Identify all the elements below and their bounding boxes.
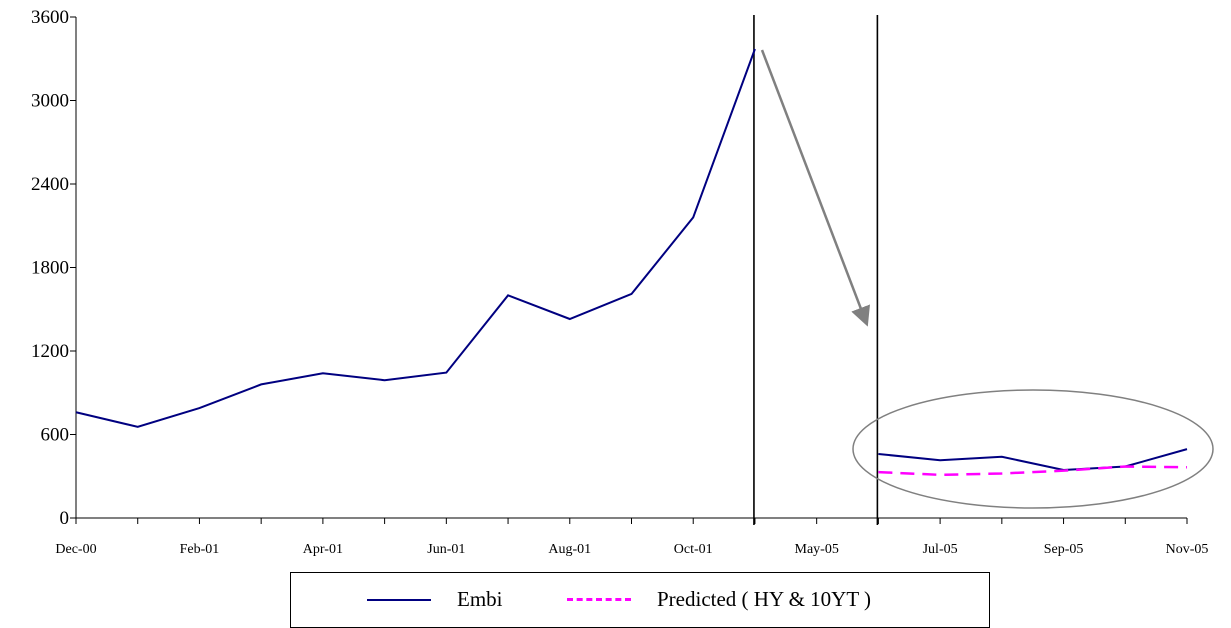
x-tick-label: Nov-05 bbox=[1166, 542, 1209, 557]
legend-swatch-predicted bbox=[567, 598, 631, 601]
y-tick-label: 3000 bbox=[31, 91, 69, 112]
y-tick-label: 0 bbox=[60, 508, 70, 529]
x-tick-label: Apr-01 bbox=[303, 542, 343, 557]
series-line-embi bbox=[878, 448, 1188, 471]
legend-item-embi: Embi bbox=[367, 587, 503, 612]
chart-annotations bbox=[760, 49, 1214, 509]
legend-swatch-embi bbox=[367, 598, 431, 601]
chart-marks bbox=[75, 15, 1188, 525]
series-line-predicted bbox=[878, 465, 1188, 477]
x-tick-label: Jun-01 bbox=[427, 542, 465, 557]
y-tick-label: 1800 bbox=[31, 258, 69, 279]
annotation-ellipse bbox=[852, 389, 1214, 509]
x-tick-label: Sep-05 bbox=[1044, 542, 1084, 557]
series-line-embi bbox=[75, 48, 756, 428]
annotation-arrow bbox=[760, 49, 870, 327]
chart-legend: Embi Predicted ( HY & 10YT ) bbox=[290, 572, 990, 628]
x-tick-label: May-05 bbox=[795, 542, 839, 557]
x-tick-label: Aug-01 bbox=[548, 542, 591, 557]
y-tick-label: 3600 bbox=[31, 7, 69, 28]
legend-label-embi: Embi bbox=[457, 587, 503, 611]
legend-label-predicted: Predicted ( HY & 10YT ) bbox=[657, 587, 872, 611]
y-tick-label: 600 bbox=[41, 425, 70, 446]
chart-axes: 0 600 1200 1800 2400 3000 3600 Dec-00 Feb-01 Apr-… bbox=[31, 7, 1208, 557]
legend-item-predicted: Predicted ( HY & 10YT ) bbox=[567, 587, 871, 612]
y-tick-label: 2400 bbox=[31, 174, 69, 195]
x-tick-label: Dec-00 bbox=[55, 542, 96, 557]
y-tick-label: 1200 bbox=[31, 341, 69, 362]
x-tick-label: Oct-01 bbox=[674, 542, 713, 557]
x-tick-label: Jul-05 bbox=[923, 542, 958, 557]
x-tick-label: Feb-01 bbox=[180, 542, 220, 557]
